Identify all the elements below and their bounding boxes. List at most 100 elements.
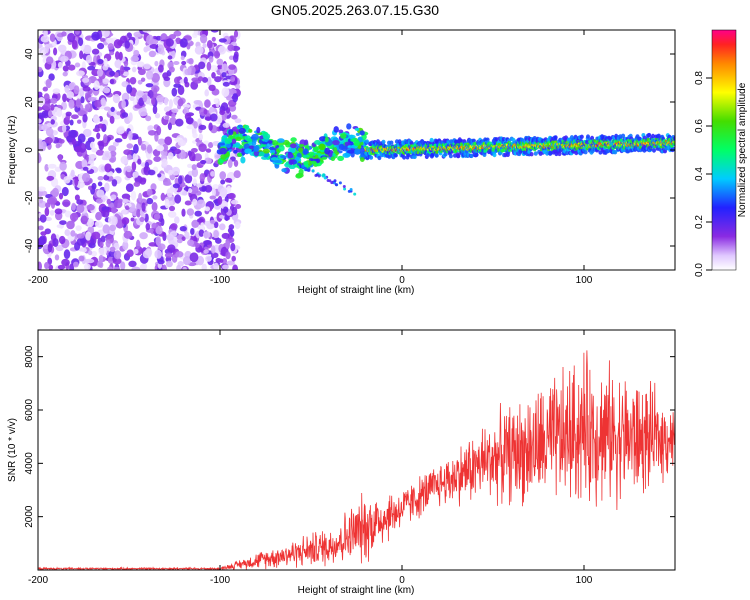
heatmap-cell [223, 206, 229, 213]
heatmap-cell [133, 181, 141, 187]
heatmap-cell [198, 133, 204, 141]
heatmap-cell [121, 99, 126, 109]
heatmap-cell [243, 143, 250, 150]
heatmap-cell [128, 260, 137, 268]
heatmap-cell [177, 85, 185, 96]
heatmap-cell [219, 147, 228, 155]
heatmap-cell [52, 88, 61, 94]
heatmap-cell [91, 182, 97, 190]
heatmap-cell [161, 158, 168, 167]
heatmap-cell [166, 188, 173, 198]
heatmap-cell [130, 190, 137, 201]
heatmap-cell [133, 49, 140, 57]
heatmap-cell [121, 132, 128, 140]
heatmap-cell [164, 252, 174, 258]
heatmap-cell [109, 51, 115, 56]
heatmap-cell [38, 97, 46, 106]
heatmap-cell [58, 192, 64, 200]
y-tick-label: 0 [24, 147, 35, 153]
heatmap-cell [45, 202, 51, 208]
heatmap-cell [44, 43, 49, 54]
heatmap-cell [102, 209, 110, 218]
heatmap-cell [62, 93, 67, 103]
heatmap-cell [44, 262, 50, 270]
heatmap-cell [155, 225, 163, 235]
heatmap-cell [57, 61, 63, 69]
heatmap-cell [652, 148, 656, 153]
y-tick-label: -20 [24, 190, 35, 205]
heatmap-cell [167, 122, 172, 131]
heatmap-cell [253, 150, 260, 157]
heatmap-cell [304, 166, 307, 170]
heatmap-cell [48, 264, 54, 270]
heatmap-cell [227, 192, 236, 200]
heatmap-cell [465, 149, 469, 154]
heatmap-cell [180, 55, 185, 61]
heatmap-cell [489, 141, 493, 145]
heatmap-cell [142, 250, 152, 259]
heatmap-cell [109, 70, 116, 77]
heatmap-cell [74, 194, 80, 201]
heatmap-cell [38, 235, 46, 246]
heatmap-cell [146, 144, 153, 154]
heatmap-cell [191, 164, 197, 171]
heatmap-cell [158, 64, 164, 73]
heatmap-cell [191, 167, 199, 178]
heatmap-cell [136, 61, 145, 68]
heatmap-cell [136, 91, 145, 97]
heatmap-cell [139, 216, 145, 222]
heatmap-cell [46, 175, 55, 181]
heatmap-cell [58, 138, 65, 144]
heatmap-cell [173, 83, 182, 88]
heatmap-cell [187, 66, 192, 76]
heatmap-cell [235, 136, 242, 141]
heatmap-cell [412, 154, 417, 159]
heatmap-cell [231, 255, 236, 262]
heatmap-cell [214, 204, 221, 210]
heatmap-cell [65, 111, 72, 117]
heatmap-cell [131, 266, 141, 270]
heatmap-cell [82, 77, 90, 83]
heatmap-cell [76, 199, 84, 205]
heatmap-cell [184, 231, 190, 240]
heatmap-cell [213, 98, 219, 104]
heatmap-cell [85, 258, 95, 264]
heatmap-cell [215, 237, 222, 244]
heatmap-cell [229, 205, 235, 212]
heatmap-cell [179, 38, 188, 48]
heatmap-cell [106, 37, 114, 44]
heatmap-cell [173, 148, 182, 155]
heatmap-cell [139, 232, 148, 240]
heatmap-cell [355, 132, 360, 136]
heatmap-cell [113, 266, 121, 270]
heatmap-cell [194, 242, 200, 248]
heatmap-cell [126, 154, 133, 161]
heatmap-cell [221, 232, 230, 239]
heatmap-cell [48, 196, 58, 205]
heatmap-cell [349, 188, 353, 191]
heatmap-cell [85, 231, 92, 241]
heatmap-cell [354, 127, 360, 131]
heatmap-cell [213, 262, 219, 270]
heatmap-cell [220, 187, 228, 197]
heatmap-cell [69, 119, 74, 126]
heatmap-cell [171, 166, 181, 176]
heatmap-cell [290, 137, 297, 143]
heatmap-cell [57, 264, 66, 270]
heatmap-cell [204, 220, 212, 227]
heatmap-cell [204, 184, 213, 193]
heatmap-cell [214, 50, 220, 59]
heatmap-cell [171, 113, 176, 119]
heatmap-cell [71, 138, 77, 146]
heatmap-cell [221, 87, 230, 97]
colorbar-frame [711, 29, 737, 271]
heatmap-cell [342, 152, 351, 158]
heatmap-cell [131, 161, 137, 172]
heatmap-cell [98, 254, 104, 264]
heatmap-cell [494, 137, 499, 142]
heatmap-cell [143, 166, 149, 173]
heatmap-cell [101, 30, 110, 38]
heatmap-cell [168, 33, 177, 40]
heatmap-cell [47, 110, 53, 118]
heatmap-cell [333, 126, 339, 133]
